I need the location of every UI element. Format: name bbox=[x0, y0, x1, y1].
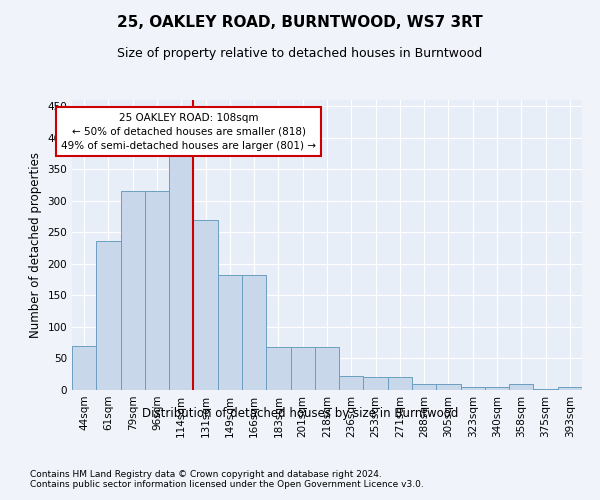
Bar bbox=[169, 156, 193, 390]
Bar bbox=[364, 378, 388, 390]
Text: 25 OAKLEY ROAD: 108sqm
← 50% of detached houses are smaller (818)
49% of semi-de: 25 OAKLEY ROAD: 108sqm ← 50% of detached… bbox=[61, 112, 316, 150]
Bar bbox=[218, 274, 242, 390]
Bar bbox=[339, 376, 364, 390]
Bar bbox=[96, 241, 121, 390]
Text: Distribution of detached houses by size in Burntwood: Distribution of detached houses by size … bbox=[142, 408, 458, 420]
Bar bbox=[193, 220, 218, 390]
Bar bbox=[72, 346, 96, 390]
Text: Contains public sector information licensed under the Open Government Licence v3: Contains public sector information licen… bbox=[30, 480, 424, 489]
Text: Contains HM Land Registry data © Crown copyright and database right 2024.: Contains HM Land Registry data © Crown c… bbox=[30, 470, 382, 479]
Text: 25, OAKLEY ROAD, BURNTWOOD, WS7 3RT: 25, OAKLEY ROAD, BURNTWOOD, WS7 3RT bbox=[117, 15, 483, 30]
Bar bbox=[266, 347, 290, 390]
Bar bbox=[121, 192, 145, 390]
Bar bbox=[290, 347, 315, 390]
Bar bbox=[533, 388, 558, 390]
Text: Size of property relative to detached houses in Burntwood: Size of property relative to detached ho… bbox=[118, 48, 482, 60]
Bar bbox=[242, 274, 266, 390]
Bar bbox=[461, 387, 485, 390]
Y-axis label: Number of detached properties: Number of detached properties bbox=[29, 152, 42, 338]
Bar bbox=[558, 387, 582, 390]
Bar bbox=[412, 384, 436, 390]
Bar bbox=[436, 384, 461, 390]
Bar bbox=[485, 387, 509, 390]
Bar bbox=[145, 191, 169, 390]
Bar bbox=[388, 378, 412, 390]
Bar bbox=[315, 347, 339, 390]
Bar bbox=[509, 384, 533, 390]
